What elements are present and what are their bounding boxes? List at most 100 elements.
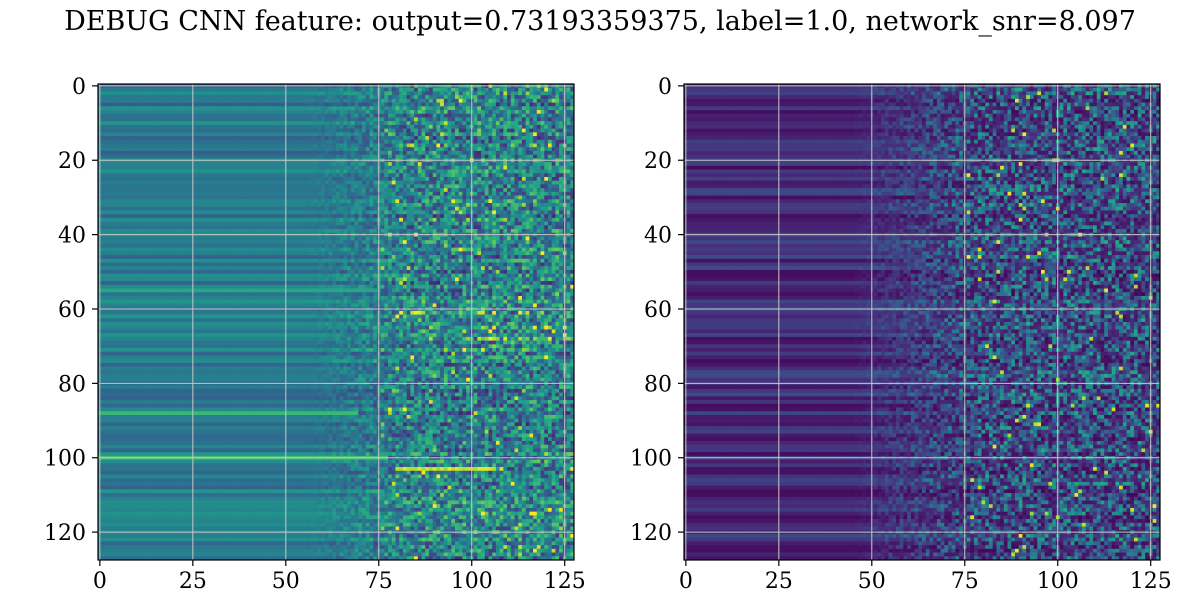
heatmap-cell	[522, 91, 526, 95]
heatmap-cell	[184, 144, 188, 148]
heatmap-cell	[343, 199, 347, 203]
heatmap-cell	[362, 129, 366, 133]
heatmap-cell	[414, 207, 418, 211]
heatmap-cell	[425, 125, 429, 129]
heatmap-cell	[396, 177, 400, 181]
heatmap-cell	[154, 103, 158, 107]
heatmap-cell	[567, 203, 571, 207]
heatmap-cell	[552, 110, 556, 114]
heatmap-cell	[280, 207, 284, 211]
heatmap-cell	[340, 99, 344, 103]
heatmap-cell	[529, 192, 533, 196]
heatmap-cell	[172, 91, 176, 95]
heatmap-cell	[265, 114, 269, 118]
heatmap-cell	[355, 88, 359, 92]
heatmap-cell	[314, 166, 318, 170]
heatmap-cell	[109, 192, 113, 196]
heatmap-cell	[522, 99, 526, 103]
heatmap-cell	[213, 214, 217, 218]
heatmap-cell	[541, 222, 545, 226]
heatmap-cell	[529, 170, 533, 174]
heatmap-cell	[433, 125, 437, 129]
heatmap-cell	[533, 114, 537, 118]
heatmap-cell	[407, 121, 411, 125]
heatmap-cell	[102, 147, 106, 151]
heatmap-cell	[388, 207, 392, 211]
heatmap-cell	[477, 192, 481, 196]
heatmap-cell	[135, 162, 139, 166]
heatmap-cell	[422, 166, 426, 170]
heatmap-cell	[250, 177, 254, 181]
heatmap-cell	[466, 103, 470, 107]
heatmap-cell	[444, 203, 448, 207]
heatmap-cell	[105, 207, 109, 211]
heatmap-cell	[128, 177, 132, 181]
heatmap-cell	[492, 155, 496, 159]
heatmap-cell	[210, 222, 214, 226]
heatmap-cell	[366, 95, 370, 99]
heatmap-cell	[481, 177, 485, 181]
heatmap-cell	[425, 177, 429, 181]
heatmap-cell	[488, 151, 492, 155]
heatmap-cell	[396, 144, 400, 148]
heatmap-cell	[154, 151, 158, 155]
heatmap-cell	[369, 192, 373, 196]
heatmap-cell	[262, 222, 266, 226]
heatmap-cell	[161, 117, 165, 121]
heatmap-cell	[206, 196, 210, 200]
heatmap-cell	[321, 106, 325, 110]
heatmap-cell	[474, 207, 478, 211]
heatmap-cell	[321, 184, 325, 188]
heatmap-cell	[325, 103, 329, 107]
heatmap-cell	[202, 103, 206, 107]
heatmap-cell	[161, 199, 165, 203]
heatmap-cell	[135, 196, 139, 200]
heatmap-cell	[258, 132, 262, 136]
heatmap-cell	[369, 203, 373, 207]
heatmap-cell	[243, 136, 247, 140]
heatmap-cell	[317, 129, 321, 133]
heatmap-cell	[548, 192, 552, 196]
heatmap-cell	[135, 91, 139, 95]
heatmap-cell	[254, 151, 258, 155]
heatmap-cell	[477, 91, 481, 95]
heatmap-cell	[414, 166, 418, 170]
heatmap-cell	[221, 106, 225, 110]
heatmap-cell	[403, 181, 407, 185]
heatmap-cell	[366, 192, 370, 196]
heatmap-cell	[273, 225, 277, 229]
heatmap-cell	[392, 132, 396, 136]
heatmap-cell	[258, 106, 262, 110]
heatmap-cell	[336, 210, 340, 214]
heatmap-cell	[355, 129, 359, 133]
heatmap-cell	[384, 196, 388, 200]
heatmap-cell	[217, 88, 221, 92]
heatmap-cell	[128, 140, 132, 144]
heatmap-cell	[243, 106, 247, 110]
heatmap-cell	[109, 181, 113, 185]
heatmap-cell	[325, 140, 329, 144]
heatmap-cell	[507, 91, 511, 95]
heatmap-cell	[206, 91, 210, 95]
heatmap-cell	[425, 196, 429, 200]
heatmap-cell	[351, 103, 355, 107]
heatmap-cell	[128, 103, 132, 107]
heatmap-cell	[202, 192, 206, 196]
heatmap-cell	[105, 196, 109, 200]
heatmap-cell	[254, 95, 258, 99]
heatmap-cell	[492, 173, 496, 177]
heatmap-cell	[567, 192, 571, 196]
heatmap-cell	[407, 181, 411, 185]
heatmap-cell	[544, 184, 548, 188]
heatmap-cell	[388, 140, 392, 144]
heatmap-cell	[228, 184, 232, 188]
heatmap-cell	[448, 203, 452, 207]
heatmap-cell	[176, 155, 180, 159]
heatmap-cell	[128, 222, 132, 226]
heatmap-cell	[507, 125, 511, 129]
heatmap-cell	[221, 222, 225, 226]
heatmap-cell	[526, 117, 530, 121]
heatmap-cell	[474, 214, 478, 218]
heatmap-cell	[317, 203, 321, 207]
heatmap-cell	[396, 199, 400, 203]
